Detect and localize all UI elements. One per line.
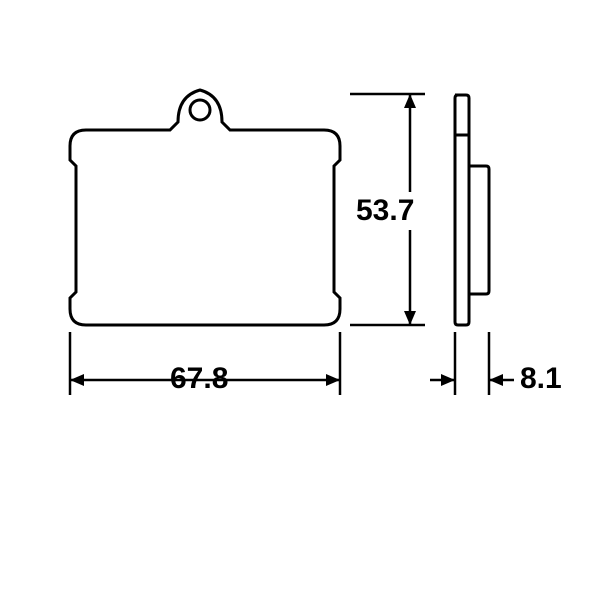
side-view bbox=[455, 95, 489, 325]
dimension-thickness bbox=[430, 332, 514, 395]
drawing-canvas: 67.8 53.7 8.1 bbox=[0, 0, 600, 600]
mounting-hole bbox=[190, 100, 210, 120]
front-view bbox=[70, 90, 340, 325]
height-label: 53.7 bbox=[356, 192, 414, 230]
technical-drawing-svg bbox=[0, 0, 600, 600]
width-label: 67.8 bbox=[170, 362, 228, 396]
thickness-label: 8.1 bbox=[520, 362, 562, 396]
